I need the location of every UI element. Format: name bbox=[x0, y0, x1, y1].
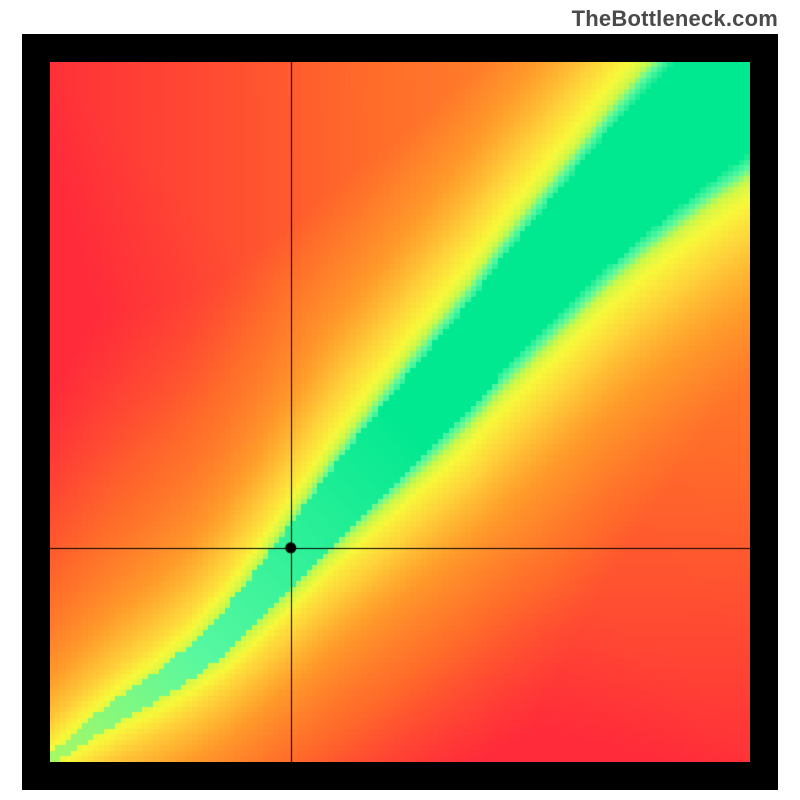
bottleneck-heatmap bbox=[50, 62, 750, 762]
chart-frame bbox=[22, 34, 778, 790]
watermark-text: TheBottleneck.com bbox=[572, 6, 778, 32]
